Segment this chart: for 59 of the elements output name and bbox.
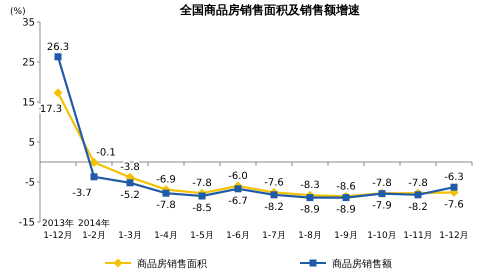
- data-label: -3.7: [72, 188, 92, 199]
- legend-label: 商品房销售额: [332, 258, 392, 270]
- x-tick-label: 1-4月: [154, 231, 178, 241]
- data-label: -8.6: [336, 181, 356, 192]
- x-tick-label: 2014年 1-2月: [78, 218, 110, 241]
- legend-label: 商品房销售面积: [137, 258, 207, 270]
- y-tick-label: -5: [25, 178, 35, 188]
- point: [162, 190, 170, 197]
- y-axis-title: (%): [10, 7, 26, 17]
- point: [342, 194, 350, 202]
- point: [126, 179, 134, 186]
- point: [414, 191, 422, 198]
- data-label: -6.3: [444, 172, 464, 184]
- x-tick-label: 2013年 1-12月: [42, 218, 74, 241]
- x-tick-label: 1-3月: [118, 231, 142, 241]
- data-label: -8.3: [300, 180, 320, 192]
- y-tick-label: 35: [22, 18, 35, 28]
- y-tick-label: 15: [22, 98, 35, 108]
- x-tick-label: 1-12月: [439, 231, 469, 241]
- chart-title: 全国商品房销售面积及销售额增速: [179, 3, 361, 17]
- data-label: -7.9: [372, 200, 392, 212]
- data-label: -7.6: [444, 199, 464, 210]
- data-label: -3.8: [120, 162, 140, 174]
- data-label: -8.2: [408, 202, 428, 213]
- point: [90, 173, 98, 180]
- x-tick-label: 1-11月: [403, 231, 433, 241]
- x-tick-label: 1-10月: [367, 231, 397, 241]
- data-label: -7.8: [192, 178, 212, 190]
- data-label: -7.6: [264, 177, 284, 188]
- point: [90, 158, 98, 167]
- data-label: -6.0: [228, 171, 248, 182]
- data-label: -6.9: [156, 174, 176, 186]
- x-tick-label: 1-8月: [298, 231, 322, 241]
- data-label: -6.7: [228, 196, 248, 207]
- data-label: -5.2: [120, 190, 140, 201]
- point: [198, 192, 206, 200]
- point: [270, 191, 278, 198]
- point: [54, 53, 62, 60]
- y-tick-label: 5: [28, 138, 35, 148]
- data-label: -8.5: [192, 203, 212, 214]
- data-label: -7.8: [408, 178, 428, 190]
- data-label: -0.1: [96, 147, 116, 158]
- point: [234, 185, 242, 192]
- point: [450, 184, 458, 191]
- data-label: -8.9: [336, 204, 356, 216]
- data-label: -7.8: [156, 200, 176, 212]
- data-label: -8.9: [300, 204, 320, 216]
- point: [54, 88, 62, 98]
- data-label: -7.8: [372, 178, 392, 190]
- x-tick-label: 1-9月: [334, 231, 358, 241]
- point: [306, 194, 314, 202]
- y-tick-label: -15: [18, 218, 35, 228]
- x-tick-label: 1-5月: [190, 231, 214, 241]
- x-tick-label: 1-6月: [226, 231, 250, 241]
- data-label: 17.3: [40, 104, 62, 115]
- x-tick-label: 1-7月: [262, 231, 286, 241]
- data-label: 26.3: [46, 42, 70, 53]
- y-tick-label: 25: [22, 58, 35, 68]
- data-label: -8.2: [264, 202, 284, 213]
